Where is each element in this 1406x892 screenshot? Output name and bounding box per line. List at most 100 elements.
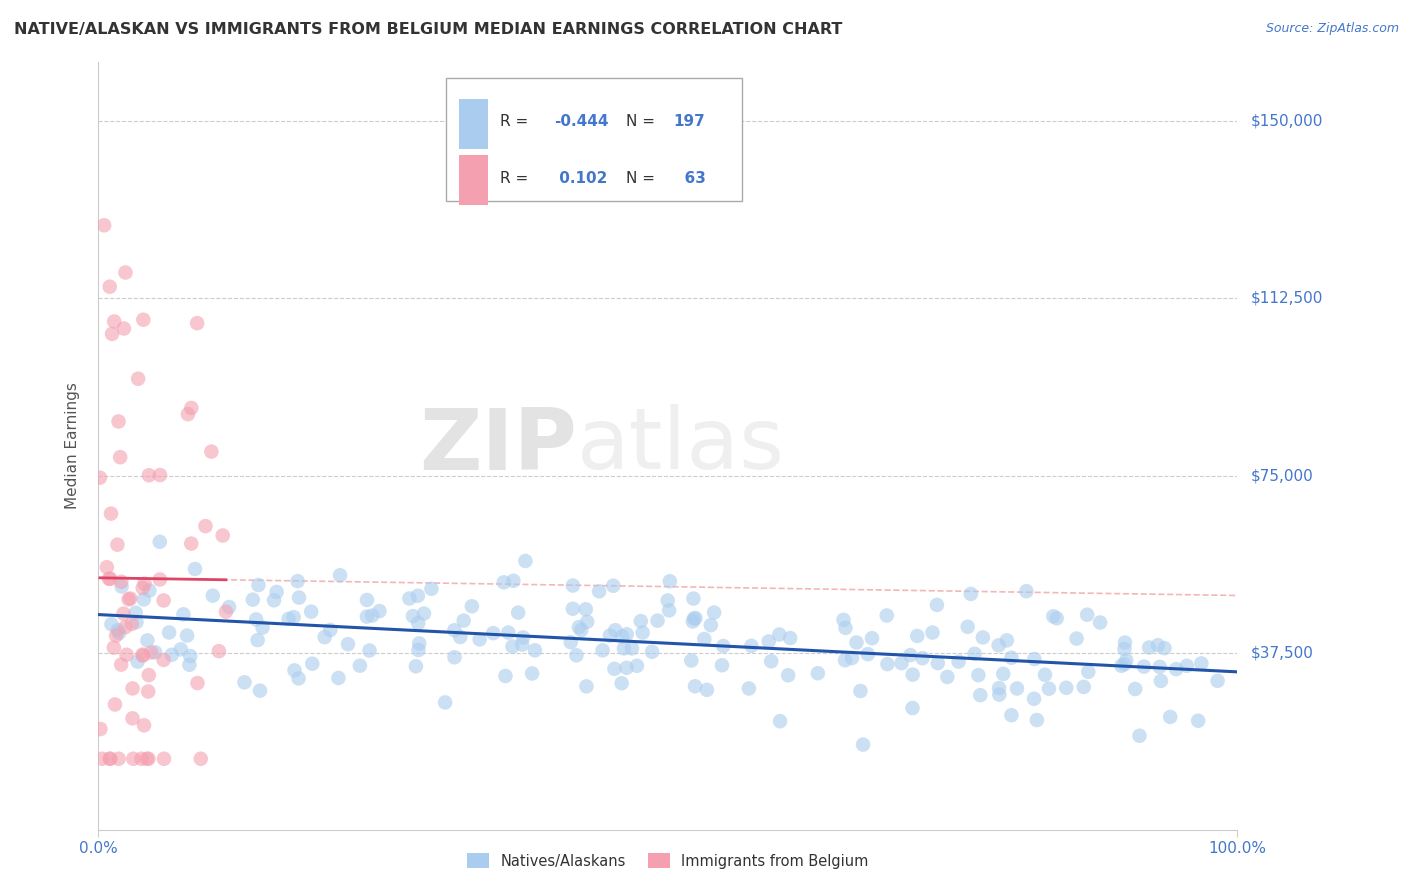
Point [328, 671, 350, 685]
Point [1206, 673, 1229, 688]
Point [361, 608, 384, 623]
Point [96, 560, 118, 574]
Point [136, 633, 159, 648]
Text: R =: R = [501, 114, 533, 129]
Point [995, 633, 1018, 648]
Point [103, 314, 125, 328]
Point [1114, 635, 1136, 649]
Point [107, 752, 129, 766]
Point [201, 589, 224, 603]
Point [149, 573, 172, 587]
Point [132, 581, 155, 595]
Point [301, 657, 323, 671]
Point [969, 688, 991, 702]
Point [1187, 714, 1209, 728]
Point [461, 599, 484, 614]
Point [1153, 641, 1175, 656]
Point [696, 682, 718, 697]
Point [402, 609, 425, 624]
Point [194, 519, 217, 533]
Point [127, 655, 149, 669]
Point [131, 648, 153, 662]
Text: $37,500: $37,500 [1251, 645, 1313, 660]
Point [565, 648, 588, 663]
Point [568, 620, 591, 634]
Point [967, 668, 990, 682]
Point [98, 752, 121, 766]
Point [263, 593, 285, 607]
Point [98, 572, 121, 586]
Point [1115, 653, 1137, 667]
Point [948, 655, 970, 669]
Point [266, 585, 288, 599]
Point [359, 643, 381, 657]
Point [631, 625, 654, 640]
Point [104, 698, 127, 712]
Point [252, 621, 274, 635]
Text: atlas: atlas [576, 404, 785, 488]
Point [121, 616, 143, 631]
Point [1022, 691, 1045, 706]
Point [108, 450, 131, 465]
Point [249, 683, 271, 698]
Point [901, 701, 924, 715]
Point [190, 752, 212, 766]
Point [132, 592, 155, 607]
Point [100, 507, 122, 521]
Point [89, 722, 111, 736]
Point [149, 468, 172, 483]
Point [602, 579, 624, 593]
Point [299, 605, 322, 619]
Point [560, 635, 582, 649]
Point [136, 684, 159, 698]
Point [492, 575, 515, 590]
Point [501, 640, 523, 654]
Point [408, 636, 430, 650]
Text: -0.444: -0.444 [554, 114, 609, 129]
Point [1033, 668, 1056, 682]
Point [283, 664, 305, 678]
Point [761, 654, 783, 668]
Point [132, 312, 155, 326]
Point [132, 718, 155, 732]
Point [1066, 632, 1088, 646]
Point [921, 625, 943, 640]
Point [172, 607, 194, 622]
Point [738, 681, 761, 696]
Point [616, 661, 638, 675]
Point [1046, 611, 1069, 625]
Point [1128, 729, 1150, 743]
Point [1005, 681, 1028, 696]
FancyBboxPatch shape [460, 155, 488, 205]
Point [110, 657, 132, 672]
Point [569, 623, 592, 637]
Point [110, 574, 132, 589]
Text: R =: R = [501, 170, 533, 186]
Point [925, 598, 948, 612]
Point [449, 630, 471, 644]
Point [408, 643, 430, 657]
Point [1137, 640, 1160, 655]
Point [135, 752, 157, 766]
Point [927, 656, 949, 670]
Point [143, 645, 166, 659]
Point [1024, 652, 1046, 666]
Point [180, 536, 202, 550]
Point [834, 621, 856, 635]
Point [314, 630, 336, 644]
Point [599, 629, 621, 643]
Text: $150,000: $150,000 [1251, 114, 1323, 129]
Point [98, 279, 121, 293]
FancyBboxPatch shape [446, 78, 742, 201]
Point [630, 614, 652, 628]
Point [561, 578, 583, 592]
Point [898, 648, 921, 662]
Text: 0.102: 0.102 [554, 170, 607, 186]
Point [247, 578, 270, 592]
Point [987, 638, 1010, 652]
Point [349, 658, 371, 673]
Y-axis label: Median Earnings: Median Earnings [65, 383, 80, 509]
Point [972, 631, 994, 645]
Point [180, 401, 202, 415]
Point [482, 626, 505, 640]
